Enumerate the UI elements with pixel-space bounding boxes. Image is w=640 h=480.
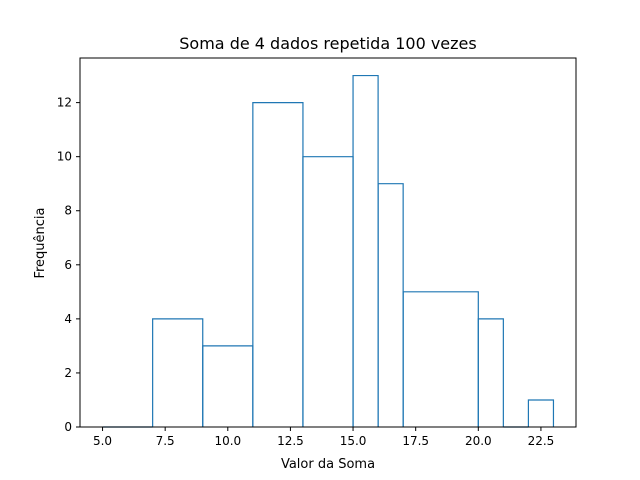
histogram-bar [152, 318, 204, 427]
y-tick-label: 12 [57, 96, 72, 110]
x-tick-label: 10.0 [214, 434, 241, 448]
histogram-bar [377, 183, 404, 427]
y-axis-ticks: 0 2 4 6 8 10 12 [57, 96, 80, 434]
y-axis-label: Frequência [33, 207, 48, 278]
histogram-bars [102, 74, 555, 428]
plot-area [79, 57, 577, 428]
chart-title: Soma de 4 dados repetida 100 vezes [179, 34, 476, 53]
x-tick-label: 7.5 [156, 434, 175, 448]
y-tick-label: 10 [57, 150, 72, 164]
histogram-bar [352, 74, 379, 427]
histogram-bar [302, 156, 354, 427]
histogram-bar [527, 399, 555, 427]
x-axis-label: Valor da Soma [281, 457, 375, 472]
histogram-bar [252, 102, 304, 427]
axes-frame [79, 57, 577, 428]
histogram-bar [402, 291, 479, 427]
x-tick-label: 5.0 [93, 434, 112, 448]
x-tick-label: 12.5 [277, 434, 304, 448]
y-tick-label: 4 [64, 312, 72, 326]
x-tick-label: 17.5 [402, 434, 429, 448]
y-tick-label: 8 [64, 204, 72, 218]
x-tick-label: 22.5 [528, 434, 555, 448]
histogram-bar [202, 345, 254, 427]
x-axis-ticks: 5.0 7.5 10.0 12.5 15.0 17.5 20.0 22.5 [93, 427, 554, 448]
y-tick-label: 2 [64, 366, 72, 380]
x-tick-label: 15.0 [340, 434, 367, 448]
y-tick-label: 6 [64, 258, 72, 272]
histogram-bar [477, 318, 504, 427]
y-tick-label: 0 [64, 420, 72, 434]
x-tick-label: 20.0 [465, 434, 492, 448]
